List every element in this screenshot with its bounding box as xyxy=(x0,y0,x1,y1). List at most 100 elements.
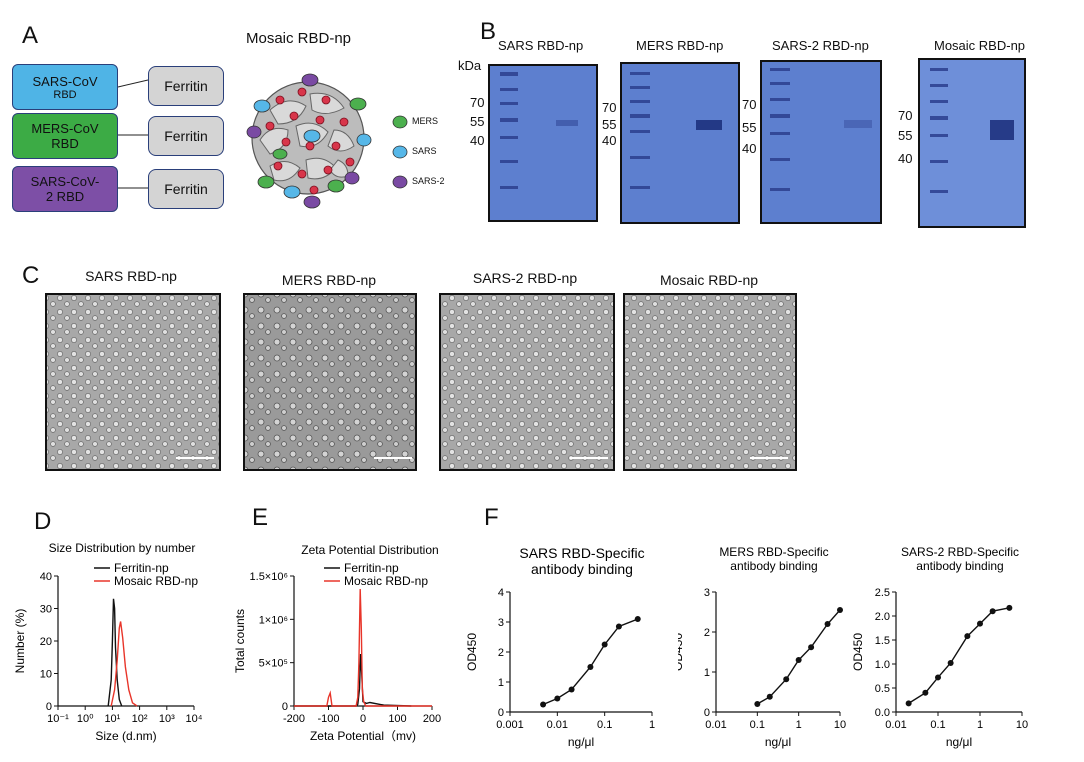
gel-title-mers: MERS RBD-np xyxy=(636,38,724,53)
gel3-marker-55: 55 xyxy=(742,120,757,135)
series-line-0 xyxy=(107,598,123,707)
series-line-0 xyxy=(294,653,412,707)
data-point xyxy=(601,641,608,648)
chart-title: Size Distribution by number xyxy=(49,541,196,555)
data-point xyxy=(905,700,912,707)
mers-cov-rbd-box: MERS-CoV RBD xyxy=(12,113,118,159)
gel3-marker-40: 40 xyxy=(742,141,757,156)
y-tick-label: 1.5 xyxy=(875,635,890,647)
y-tick-label: 30 xyxy=(40,604,52,616)
y-tick-label: 0.0 xyxy=(875,707,890,719)
y-tick-label: 40 xyxy=(40,571,52,583)
sars2-legend-icon xyxy=(392,175,408,189)
legend-sars2-label: SARS-2 xyxy=(412,176,445,186)
ferritin-box-1: Ferritin xyxy=(148,66,224,106)
gel1-marker-70: 70 xyxy=(470,95,485,110)
x-tick-label: 10 xyxy=(1016,719,1028,731)
mers-legend-icon xyxy=(392,115,408,129)
chart-e-zeta-potential: Zeta Potential Distribution -200 -100 0 100 2… xyxy=(233,543,441,743)
tem-title-sars2: SARS-2 RBD-np xyxy=(472,270,578,286)
construct-connectors xyxy=(117,79,149,189)
gel1-marker-40: 40 xyxy=(470,133,485,148)
y-tick-label: 0 xyxy=(46,701,52,713)
data-point xyxy=(837,607,843,613)
kda-label: kDa xyxy=(458,58,482,73)
tem-image-sars xyxy=(45,293,221,471)
sars-cov-2-rbd-box: SARS-CoV- 2 RBD xyxy=(12,166,118,212)
x-tick-label: 10⁴ xyxy=(186,713,203,725)
data-point xyxy=(615,623,622,630)
y-tick-label: 1 xyxy=(704,667,710,679)
data-point xyxy=(964,633,971,640)
chart-title-line1: SARS RBD-Specific xyxy=(519,545,644,561)
data-point xyxy=(754,701,761,707)
y-tick-label: 2.0 xyxy=(875,611,890,623)
mers-rbd-line1: MERS-CoV xyxy=(31,121,99,136)
mers-rbd-line2: RBD xyxy=(51,136,79,151)
gel4-marker-40: 40 xyxy=(898,151,913,166)
data-point xyxy=(568,686,575,693)
data-point xyxy=(587,664,594,670)
y-tick-label: 1 xyxy=(498,677,504,689)
x-tick-label: 10² xyxy=(132,713,148,725)
y-tick-label: 1.0 xyxy=(875,659,890,671)
gel-image-sars2 xyxy=(760,60,882,224)
chart-d-size-distribution: Size Distribution by number 10⁻¹ 10⁰ 10¹ 10²… xyxy=(13,541,203,743)
data-point xyxy=(795,657,802,663)
chart-title-line1: MERS RBD-Specific xyxy=(719,545,828,559)
legend-mers-label: MERS xyxy=(412,116,439,126)
data-point xyxy=(935,674,941,681)
x-tick-label: 1 xyxy=(796,719,802,731)
ferritin-box-3: Ferritin xyxy=(148,169,224,209)
tem-title-mosaic: Mosaic RBD-np xyxy=(659,272,759,288)
gel2-marker-40: 40 xyxy=(602,133,617,148)
ferritin-box-2: Ferritin xyxy=(148,116,224,156)
data-point xyxy=(766,693,773,700)
x-tick-label: 0 xyxy=(360,713,366,725)
data-point xyxy=(808,644,815,651)
chart-title-line1: SARS-2 RBD-Specific xyxy=(901,545,1019,559)
series-line-1 xyxy=(294,588,432,707)
tem-image-sars2 xyxy=(439,293,615,471)
chart-title-line2: antibody binding xyxy=(531,561,633,577)
x-tick-label: 200 xyxy=(423,713,441,725)
data-point xyxy=(977,620,983,627)
x-tick-label: 10⁻¹ xyxy=(47,713,69,725)
y-tick-label: 1×10⁶ xyxy=(259,614,288,626)
gel4-marker-70: 70 xyxy=(898,108,913,123)
x-tick-label: 100 xyxy=(388,713,406,725)
x-tick-label: 10 xyxy=(834,719,846,731)
legend-label-1: Mosaic RBD-np xyxy=(114,574,198,588)
tem-title-sars: SARS RBD-np xyxy=(85,268,177,284)
sars2-rbd-line2: 2 RBD xyxy=(45,189,85,204)
x-axis-label: ng/μl xyxy=(946,735,972,749)
chart-title-line2: antibody binding xyxy=(916,559,1003,573)
x-tick-label: 0.01 xyxy=(885,719,906,731)
y-axis-label: OD450 xyxy=(852,633,865,671)
x-tick-label: 10¹ xyxy=(104,713,120,725)
data-point xyxy=(540,701,547,708)
tem-title-mers: MERS RBD-np xyxy=(281,272,377,288)
panel-letter-e: E xyxy=(252,504,269,531)
y-tick-label: 3 xyxy=(498,617,504,629)
y-tick-label: 4 xyxy=(498,587,504,599)
chart-title: Zeta Potential Distribution xyxy=(301,543,438,557)
x-tick-label: -100 xyxy=(317,713,339,725)
x-tick-label: 10³ xyxy=(159,713,175,725)
tem-micrographs xyxy=(45,293,797,471)
data-point xyxy=(1006,604,1013,611)
mosaic-nanoparticle-illustration xyxy=(246,73,372,209)
legend-sars-label: SARS xyxy=(412,146,437,156)
data-point xyxy=(989,608,996,615)
chart-title-line2: antibody binding xyxy=(730,559,817,573)
panel-letter-c: C xyxy=(22,262,40,289)
legend-label-0: Ferritin-np xyxy=(344,561,399,575)
x-tick-label: 0.1 xyxy=(750,719,765,731)
data-point xyxy=(947,660,954,667)
gel4-marker-55: 55 xyxy=(898,128,913,143)
data-point xyxy=(824,621,831,627)
data-point xyxy=(922,689,929,696)
data-point xyxy=(634,616,641,622)
y-tick-label: 0 xyxy=(282,701,288,713)
y-axis-label: Number (%) xyxy=(13,609,27,674)
